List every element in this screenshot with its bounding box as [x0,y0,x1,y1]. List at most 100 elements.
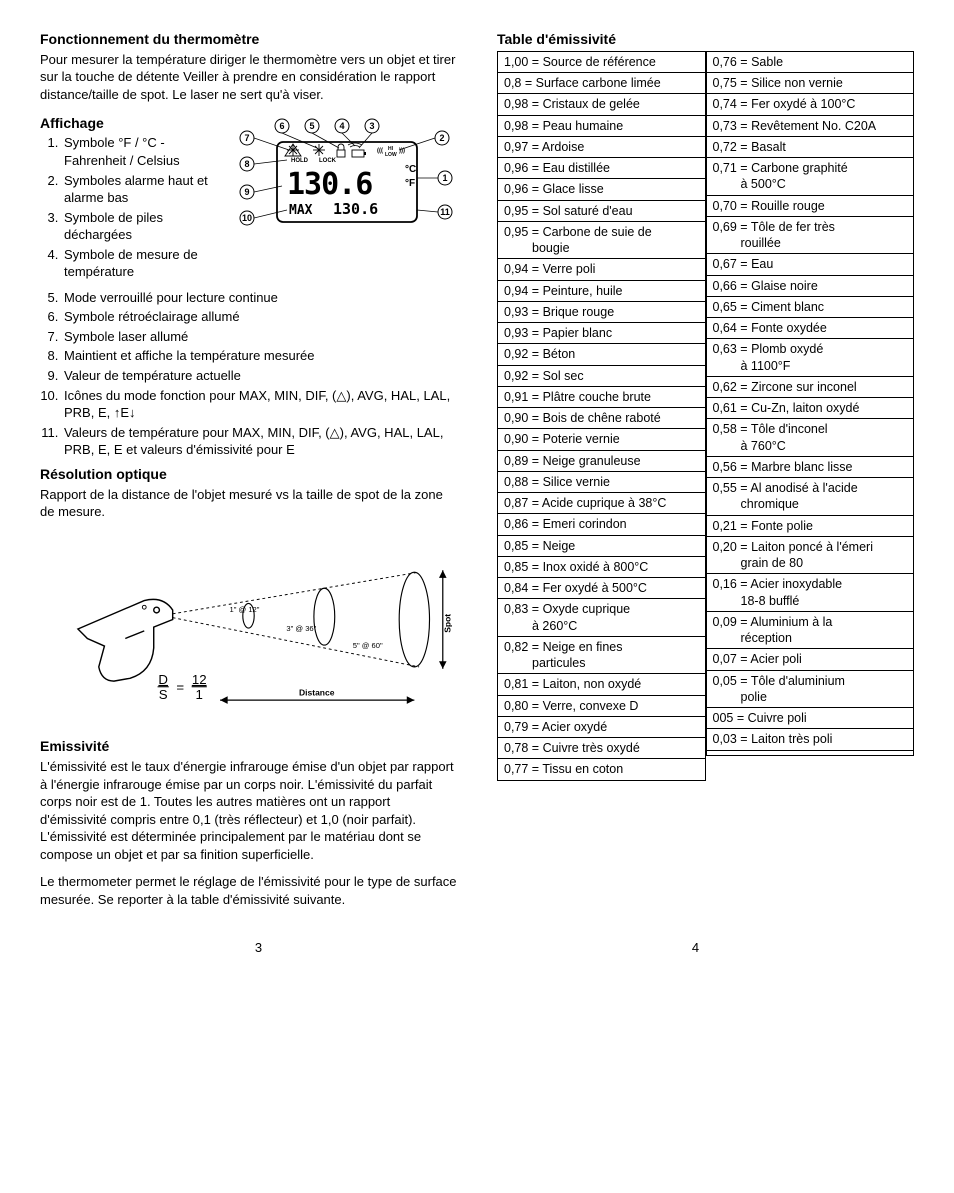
emissivity-cell: 0,72 = Basalt [706,136,914,157]
svg-text:D: D [158,672,168,687]
section-resolution-body: Rapport de la distance de l'objet mesuré… [40,486,457,521]
svg-text:9: 9 [244,187,249,197]
emissivity-cell: 0,98 = Cristaux de gelée [498,94,706,115]
emissivity-cell: 0,67 = Eau [706,254,914,275]
display-item: Symboles alarme haut et alarme bas [62,172,217,207]
emissivity-cell: 0,88 = Silice vernie [498,471,706,492]
emissivity-cell: 0,79 = Acier oxydé [498,716,706,737]
svg-text:10: 10 [242,213,252,223]
emissivity-cell: 0,09 = Aluminium à laréception [706,611,914,649]
emissivity-cell: 0,65 = Ciment blanc [706,296,914,317]
section-fonctionnement-title: Fonctionnement du thermomètre [40,30,457,49]
svg-text:Spot: Spot [442,613,452,632]
emissivity-cell: 0,92 = Sol sec [498,365,706,386]
svg-text:°F: °F [405,178,415,189]
lcd-sub-value: 130.6 [333,200,378,218]
emissivity-cell: 0,56 = Marbre blanc lisse [706,456,914,477]
emissivity-cell: 1,00 = Source de référence [498,51,706,72]
section-resolution-title: Résolution optique [40,465,457,484]
table-title: Table d'émissivité [497,30,914,49]
emissivity-cell: 0,76 = Sable [706,51,914,72]
svg-text:2: 2 [439,133,444,143]
emissivity-cell: 0,21 = Fonte polie [706,515,914,536]
emissivity-cell: 0,92 = Béton [498,344,706,365]
svg-text:HOLD: HOLD [291,158,309,164]
svg-text:12: 12 [192,672,207,687]
section-affichage-title: Affichage [40,114,217,133]
display-list-cont: Mode verrouillé pour lecture continueSym… [40,289,457,459]
page-right: 4 [477,939,914,957]
section-emissivite-title: Emissivité [40,737,457,756]
emissivity-cell: 0,90 = Poterie vernie [498,429,706,450]
emissivity-cell: 0,85 = Inox oxidé à 800°C [498,556,706,577]
emissivity-cell: 0,84 = Fer oxydé à 500°C [498,578,706,599]
svg-text:6: 6 [279,121,284,131]
emissivity-cell: 0,70 = Rouille rouge [706,195,914,216]
emissivity-cell: 0,82 = Neige en finesparticules [498,636,706,674]
emissivity-cell: 0,78 = Cuivre très oxydé [498,738,706,759]
svg-text:1: 1 [196,687,203,702]
svg-text:LOW: LOW [385,152,397,158]
svg-text:(((: ((( [377,148,383,154]
svg-text:5" @ 60": 5" @ 60" [353,641,383,650]
svg-text:3: 3 [369,121,374,131]
lcd-main-value: 130.6 [287,167,372,202]
emissivity-cell: 0,97 = Ardoise [498,136,706,157]
emissivity-cell: 0,86 = Emeri corindon [498,514,706,535]
emissivity-cell: 0,81 = Laiton, non oxydé [498,674,706,695]
emissivity-cell: 005 = Cuivre poli [706,708,914,729]
emissivity-cell: 0,75 = Silice non vernie [706,73,914,94]
emissivity-cell: 0,64 = Fonte oxydée [706,318,914,339]
emissivity-cell: 0,93 = Papier blanc [498,323,706,344]
display-item: Symbole laser allumé [62,328,457,346]
emissivity-cell: 0,61 = Cu-Zn, laiton oxydé [706,398,914,419]
emissivity-cell: 0,63 = Plomb oxydéà 1100°F [706,339,914,377]
page-numbers: 3 4 [40,939,914,957]
emissivity-cell: 0,95 = Sol saturé d'eau [498,200,706,221]
svg-text:3" @ 36": 3" @ 36" [286,624,316,633]
section-fonctionnement-body: Pour mesurer la température diriger le t… [40,51,457,104]
emissivity-cell: 0,90 = Bois de chêne raboté [498,408,706,429]
svg-text:1: 1 [442,173,447,183]
emissivity-cell: 0,73 = Revêtement No. C20A [706,115,914,136]
emissivity-cell: 0,91 = Plâtre couche brute [498,386,706,407]
emissivity-cell: 0,83 = Oxyde cupriqueà 260°C [498,599,706,637]
emissivity-cell: 0,07 = Acier poli [706,649,914,670]
emissivity-cell: 0,66 = Glaise noire [706,275,914,296]
emissivity-cell: 0,98 = Peau humaine [498,115,706,136]
svg-text:Distance: Distance [299,687,335,697]
display-item: Valeurs de température pour MAX, MIN, DI… [62,424,457,459]
emissivity-cell: 0,55 = Al anodisé à l'acidechromique [706,478,914,516]
emissivity-cell: 0,94 = Peinture, huile [498,280,706,301]
svg-text:=: = [176,679,184,694]
emissivity-cell: 0,87 = Acide cuprique à 38°C [498,493,706,514]
page-left: 3 [40,939,477,957]
svg-text:S: S [159,687,168,702]
lcd-diagram: HOLD LOCK [227,114,457,274]
right-column: Table d'émissivité 1,00 = Source de réfé… [497,30,914,919]
emissivity-cell: 0,69 = Tôle de fer trèsrouillée [706,216,914,254]
emissivity-cell: 0,96 = Eau distillée [498,158,706,179]
left-column: Fonctionnement du thermomètre Pour mesur… [40,30,457,919]
emissivity-cell: 0,94 = Verre poli [498,259,706,280]
lcd-sub-prefix: MAX [289,203,313,218]
display-item: Valeur de température actuelle [62,367,457,385]
emissivity-cell: 0,16 = Acier inoxydable18-8 bufflé [706,574,914,612]
display-item: Maintient et affiche la température mesu… [62,347,457,365]
emissivity-cell: 0,96 = Glace lisse [498,179,706,200]
display-list: Symbole °F / °C - Fahrenheit / CelsiusSy… [40,134,217,280]
display-item: Symbole °F / °C - Fahrenheit / Celsius [62,134,217,169]
display-item: Icônes du mode fonction pour MAX, MIN, D… [62,387,457,422]
svg-text:4: 4 [339,121,344,131]
emissivity-cell: 0,03 = Laiton très poli [706,729,914,750]
emissivity-cell: 0,95 = Carbone de suie debougie [498,221,706,259]
svg-text:7: 7 [244,133,249,143]
emissivity-cell: 0,74 = Fer oxydé à 100°C [706,94,914,115]
svg-text:8: 8 [244,159,249,169]
svg-text:5: 5 [309,121,314,131]
emissivity-cell: 0,77 = Tissu en coton [498,759,706,780]
emissivity-cell [706,750,914,755]
svg-text:LOCK: LOCK [319,158,337,164]
section-emissivite-body1: L'émissivité est le taux d'énergie infra… [40,758,457,863]
emissivity-cell: 0,93 = Brique rouge [498,301,706,322]
